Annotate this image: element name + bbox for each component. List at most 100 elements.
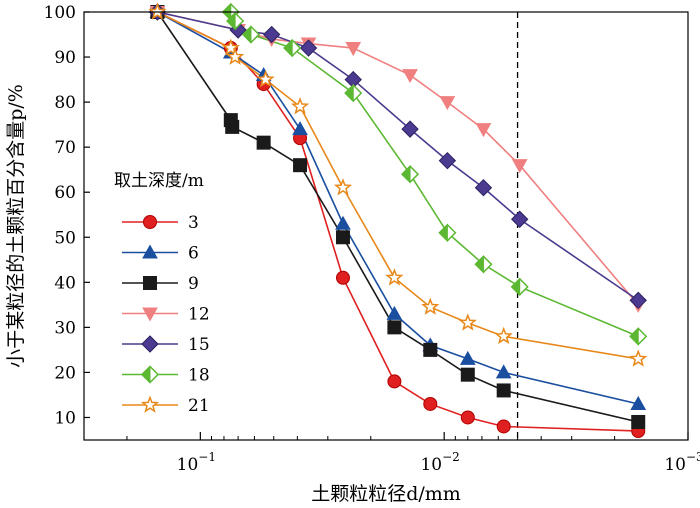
series-markers-12 [149, 6, 647, 313]
point-square [335, 230, 350, 245]
legend: 取土深度/m 3 6 9 12 15 18 21 [114, 171, 210, 416]
point-star [140, 395, 160, 413]
point-diamond-half [438, 223, 448, 242]
data-point [345, 42, 362, 57]
x-tick-label: 10−3 [664, 450, 700, 475]
point-diamond [262, 25, 281, 44]
y-tick-label: 80 [54, 93, 76, 113]
data-point [290, 97, 310, 115]
data-point [423, 396, 438, 411]
point-triangle [495, 364, 512, 379]
data-point [226, 11, 245, 31]
point-square [293, 158, 308, 173]
y-tick-label: 50 [54, 228, 76, 248]
point-triangle [630, 395, 647, 410]
legend-item-6: 6 [122, 244, 199, 264]
x-tick-exponent: −2 [442, 450, 460, 464]
data-point [474, 255, 493, 274]
point-diamond [629, 291, 647, 310]
data-point [142, 307, 158, 322]
data-point [385, 268, 404, 286]
data-point [148, 2, 167, 20]
data-point [496, 383, 511, 398]
data-point [221, 38, 240, 56]
legend-item-18: 18 [122, 365, 210, 386]
x-tick-label: 10−2 [420, 450, 459, 475]
point-star [148, 2, 167, 20]
point-diamond-half [344, 83, 354, 103]
point-diamond-half [474, 255, 484, 274]
data-point [629, 327, 648, 346]
point-diamond [438, 151, 457, 170]
series-markers-18 [221, 2, 648, 346]
y-tick-label: 60 [54, 183, 76, 203]
legend-item-15: 15 [122, 335, 210, 355]
data-point [299, 39, 318, 57]
series-markers-layer [148, 2, 648, 438]
data-point [438, 151, 457, 170]
data-point [262, 25, 281, 44]
data-point [335, 215, 351, 230]
series-line-6 [157, 12, 639, 405]
data-point [459, 350, 476, 365]
legend-title: 取土深度/m [114, 171, 204, 191]
legend-item-12: 12 [122, 305, 210, 325]
data-point [256, 135, 271, 150]
point-star [421, 297, 440, 315]
data-point [335, 230, 350, 245]
series-markers-21 [148, 2, 648, 367]
data-point [511, 210, 529, 228]
data-point [475, 123, 492, 138]
series-markers-3 [150, 5, 646, 438]
data-point [401, 120, 419, 138]
point-square [423, 342, 438, 357]
y-tick-label: 10 [54, 408, 76, 428]
point-diamond-half [511, 277, 521, 297]
x-tick-label: 10−1 [177, 450, 216, 475]
point-star [458, 313, 477, 331]
point-diamond [401, 120, 419, 138]
data-point [439, 96, 456, 111]
point-triangle [402, 69, 418, 84]
y-tick-label: 30 [54, 318, 76, 338]
data-point [256, 69, 275, 88]
data-point [438, 223, 457, 242]
point-triangle [142, 307, 158, 322]
legend-label: 21 [188, 396, 210, 416]
point-triangle [386, 305, 403, 320]
point-diamond-half [226, 11, 236, 31]
legend-label: 15 [188, 335, 210, 355]
point-star [494, 326, 513, 345]
legend-label: 9 [188, 274, 199, 294]
y-tick-label: 40 [54, 273, 76, 293]
data-point [496, 419, 511, 434]
data-point [460, 410, 475, 425]
point-star [256, 69, 275, 88]
data-point [510, 277, 529, 297]
legend-label: 12 [188, 305, 210, 325]
point-triangle [511, 159, 528, 174]
legend-label: 3 [188, 213, 199, 233]
point-square [256, 135, 271, 150]
data-point [344, 83, 363, 103]
data-point [423, 342, 438, 357]
data-point [140, 395, 160, 413]
point-diamond-half [283, 38, 293, 58]
point-diamond-half [629, 327, 639, 346]
y-tick-label: 100 [44, 3, 76, 23]
data-point [460, 367, 475, 382]
point-star [221, 38, 240, 56]
data-point [631, 414, 646, 429]
data-point [511, 159, 528, 174]
point-circle [423, 396, 438, 411]
data-point [140, 365, 160, 384]
x-tick-exponent: −1 [198, 450, 216, 464]
data-point [225, 119, 240, 134]
data-point [495, 364, 512, 379]
point-diamond [474, 178, 493, 197]
data-point [283, 38, 302, 58]
legend-label: 18 [188, 366, 210, 386]
point-diamond [511, 210, 529, 228]
data-point [387, 374, 402, 389]
